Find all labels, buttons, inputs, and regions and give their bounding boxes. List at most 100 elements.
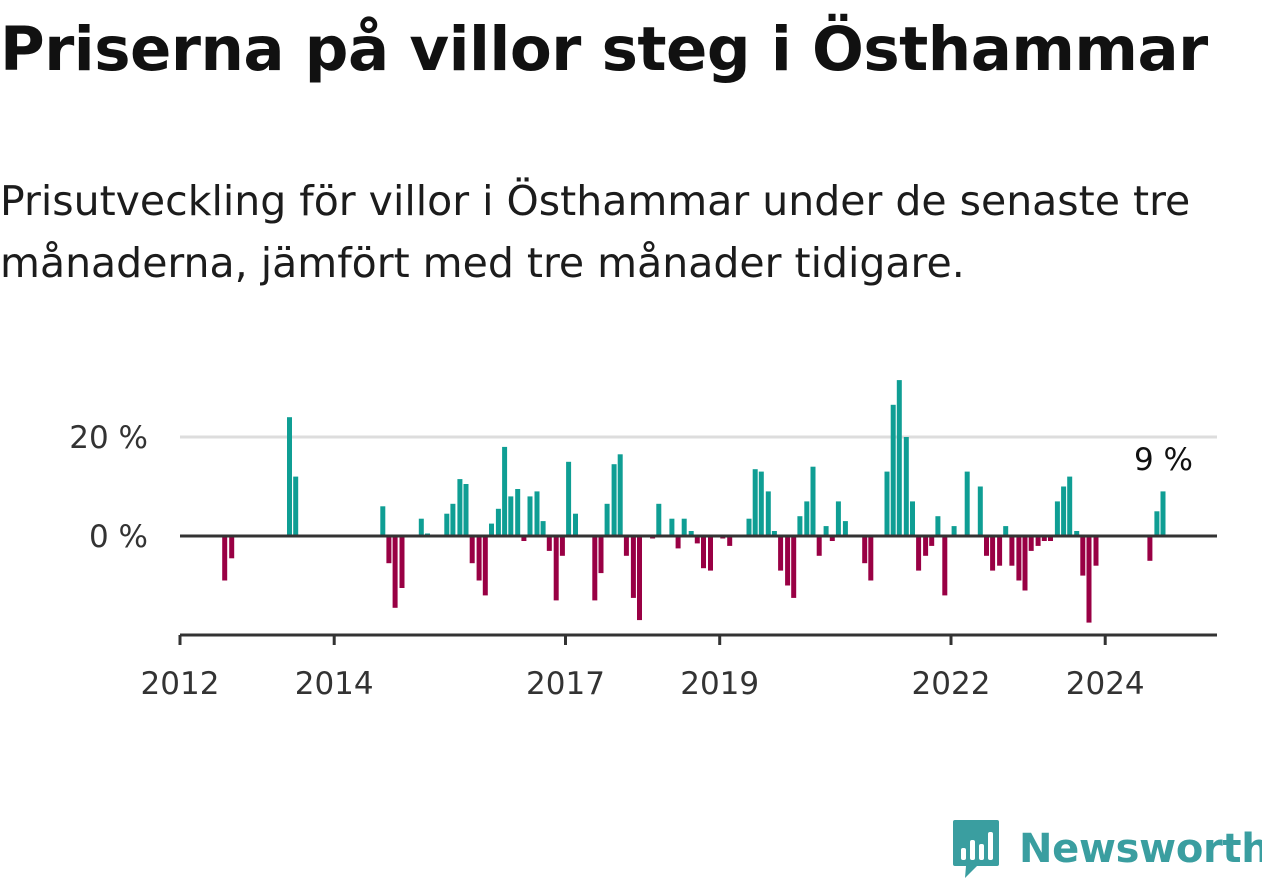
- bar: [688, 531, 694, 536]
- bar: [929, 536, 935, 546]
- bar: [1080, 536, 1086, 576]
- bar: [829, 536, 835, 541]
- bar: [463, 484, 469, 536]
- bar: [457, 479, 463, 536]
- bar: [502, 446, 508, 536]
- bar: [1160, 491, 1166, 536]
- bar: [1003, 526, 1009, 536]
- bar: [778, 536, 784, 571]
- bar: [482, 536, 488, 596]
- bar: [515, 489, 521, 536]
- bar: [559, 536, 565, 556]
- x-tick-label: 2014: [295, 666, 374, 702]
- chart-title: Priserna på villor steg i Östhammar: [0, 14, 1208, 85]
- bar: [1154, 511, 1160, 537]
- bar: [823, 526, 829, 536]
- bar: [1048, 536, 1053, 541]
- bar: [804, 501, 810, 536]
- bars: [222, 380, 1166, 623]
- bar: [592, 536, 598, 601]
- bar: [990, 536, 996, 571]
- bar: [1028, 536, 1034, 551]
- bar: [884, 471, 890, 536]
- x-tick-label: 2022: [912, 666, 991, 702]
- bar: [287, 417, 292, 536]
- bar: [598, 536, 604, 574]
- bar: [977, 486, 983, 536]
- bar: [399, 536, 405, 588]
- bar: [386, 536, 392, 564]
- bar: [380, 506, 386, 536]
- bar: [450, 503, 456, 536]
- bar: [534, 491, 540, 536]
- bar: [896, 380, 902, 536]
- bar: [293, 476, 299, 536]
- bar: [540, 521, 546, 536]
- bar: [617, 454, 623, 536]
- bar: [785, 536, 791, 586]
- bar: [444, 513, 450, 536]
- bar: [1147, 536, 1153, 561]
- bar: [1067, 476, 1073, 536]
- bar: [951, 526, 957, 536]
- bar: [508, 496, 514, 536]
- y-tick-label: 0 %: [89, 519, 148, 555]
- bar: [1022, 536, 1028, 591]
- bar: [566, 461, 572, 537]
- bar: [637, 536, 642, 621]
- bar: [771, 531, 777, 536]
- bar: [797, 516, 803, 536]
- bar: [746, 518, 752, 536]
- bar: [1035, 536, 1041, 546]
- bar: [222, 536, 228, 581]
- y-tick-label: 20 %: [69, 420, 148, 456]
- bar: [630, 536, 636, 598]
- axes: [178, 534, 1217, 645]
- newsworthy-logo-icon: [953, 820, 999, 878]
- bar: [546, 536, 552, 551]
- bar: [910, 501, 915, 536]
- bar: [916, 536, 922, 571]
- bar: [923, 536, 929, 556]
- x-tick-label: 2017: [526, 666, 605, 702]
- bar: [553, 536, 559, 601]
- x-tick-label: 2024: [1066, 666, 1145, 702]
- bar: [527, 496, 533, 536]
- newsworthy-logo: Newsworthy: [951, 818, 1262, 880]
- bar: [229, 536, 235, 559]
- bar: [1093, 536, 1099, 566]
- bar: [489, 523, 494, 536]
- bar: [418, 518, 424, 536]
- bar: [727, 536, 733, 546]
- bar: [604, 503, 610, 536]
- bar: [469, 536, 475, 564]
- bar: [675, 536, 681, 549]
- bar: [1041, 536, 1047, 541]
- bar: [1086, 536, 1092, 623]
- x-tick-label: 2019: [680, 666, 759, 702]
- bar: [964, 471, 970, 536]
- bar: [495, 508, 501, 536]
- bar: [392, 536, 398, 608]
- bar: [708, 536, 713, 571]
- bar: [997, 536, 1003, 566]
- bar: [573, 513, 578, 536]
- bar: [752, 469, 758, 536]
- bar: [765, 491, 771, 536]
- bar: [903, 437, 909, 536]
- bar: [611, 464, 617, 536]
- bar: [1009, 536, 1015, 566]
- bar: [935, 516, 941, 536]
- chart-subtitle: Prisutveckling för villor i Östhammar un…: [0, 177, 1191, 287]
- tick-labels: 0 % 20 % 2012 2014 2017 2019 2022 2024 9 %: [69, 420, 1193, 702]
- bar: [984, 536, 989, 556]
- brand-name: Newsworthy: [1019, 826, 1262, 872]
- bar: [1016, 536, 1022, 581]
- bar: [1074, 531, 1080, 536]
- bar: [694, 536, 700, 544]
- bar: [758, 471, 764, 536]
- bar: [521, 536, 527, 541]
- bar: [942, 536, 948, 596]
- bar: [1061, 486, 1067, 536]
